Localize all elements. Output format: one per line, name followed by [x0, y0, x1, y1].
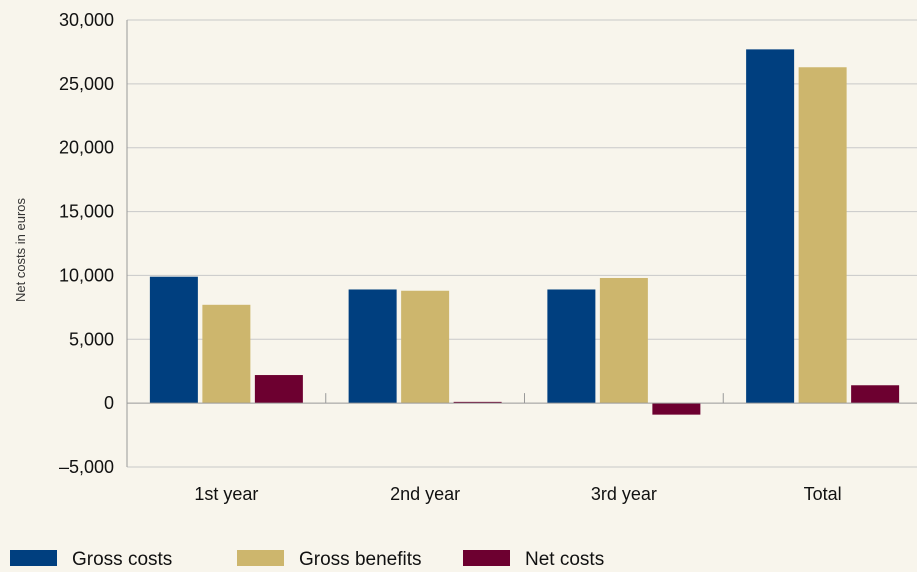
bar-net-costs [652, 403, 701, 415]
x-tick-label: 1st year [194, 484, 258, 504]
y-tick-label: –5,000 [59, 457, 114, 477]
gridlines [127, 19, 917, 468]
y-tick-label: 0 [104, 393, 114, 413]
x-tick-label: 3rd year [591, 484, 657, 504]
bar-gross-benefits [599, 277, 648, 404]
legend-swatch [237, 550, 284, 566]
y-tick-labels: 30,000 25,000 20,000 15,000 10,000 5,000 0 –5,0… [59, 10, 114, 477]
bar-gross-costs [348, 289, 397, 404]
legend-label: Gross benefits [299, 549, 422, 570]
bar-gross-benefits [798, 67, 847, 404]
legend-swatch [10, 550, 57, 566]
y-tick-label: 15,000 [59, 202, 114, 222]
legend: Gross costs Gross benefits Net costs [10, 549, 604, 570]
y-tick-label: 5,000 [69, 329, 114, 349]
bar-gross-costs [149, 276, 198, 404]
x-tick-labels: 1st year 2nd year 3rd year Total [194, 484, 841, 504]
legend-label: Gross costs [72, 549, 172, 570]
bar-gross-costs [547, 289, 596, 404]
bar-net-costs [453, 401, 502, 404]
legend-swatch [463, 550, 510, 566]
y-tick-label: 30,000 [59, 10, 114, 30]
y-tick-label: 25,000 [59, 74, 114, 94]
y-tick-label: 10,000 [59, 265, 114, 285]
bar-gross-benefits [401, 290, 450, 404]
y-axis-title: Net costs in euros [13, 197, 28, 302]
bar-net-costs [254, 375, 303, 404]
bar-gross-benefits [202, 304, 251, 404]
bar-net-costs [851, 385, 900, 404]
bars [149, 49, 900, 415]
bar-gross-costs [746, 49, 795, 404]
legend-label: Net costs [525, 549, 604, 570]
x-tick-label: Total [804, 484, 842, 504]
axes [126, 20, 917, 467]
y-tick-label: 20,000 [59, 138, 114, 158]
x-tick-label: 2nd year [390, 484, 460, 504]
